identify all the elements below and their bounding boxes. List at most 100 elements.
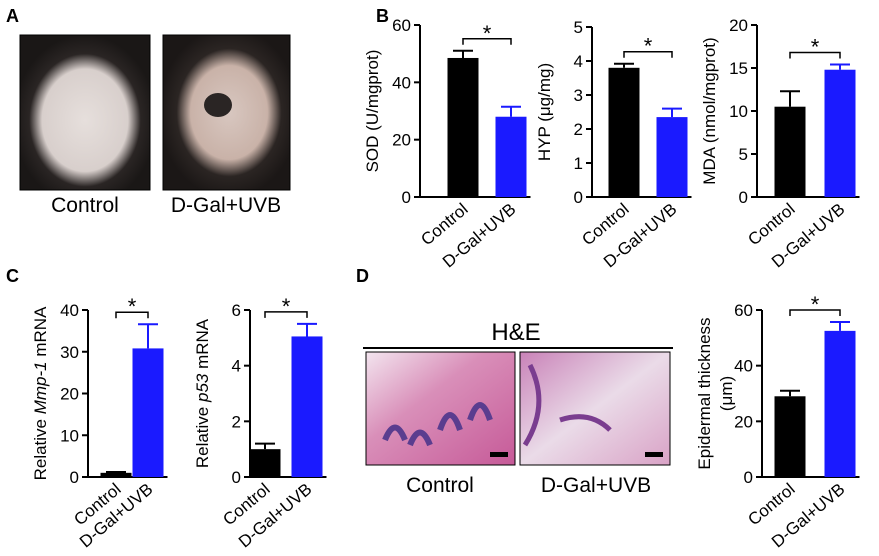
he-epidermis [522,363,612,447]
y-axis-label-part: Relative [31,414,50,480]
y-tick-label: 0 [574,188,583,207]
significance-bracket [789,309,841,316]
bar [132,348,164,477]
significance-bracket [462,38,512,45]
y-tick-label: 3 [574,86,583,105]
y-tick-label: 20 [734,412,753,431]
y-tick-label: 30 [60,343,79,362]
y-axis-label: Relative p53 mRNA [193,318,212,468]
he-caption: Control [406,474,474,497]
he-follicles [382,402,493,447]
y-axis-label-part: HYP (μg/mg) [535,63,554,161]
error-bar [662,107,682,118]
bar [824,330,856,477]
bar [495,116,527,197]
significance-mark: * [128,294,137,319]
significance-bracket [789,51,841,59]
bar [447,57,479,197]
y-tick-label: 20 [729,16,748,35]
he-dgal-uvb [519,351,671,466]
y-tick-label: 60 [392,16,411,35]
y-tick-label: 15 [729,59,748,78]
y-tick-label: 0 [744,468,753,487]
error-bar [830,320,850,331]
he-title: H&E [491,319,540,346]
y-tick-label: 20 [60,385,79,404]
y-tick-label: 40 [60,301,79,320]
panel-label: A [6,6,19,26]
bar [774,106,806,197]
error-bar [106,470,126,473]
y-tick-label: 60 [734,301,753,320]
significance-mark: * [811,35,820,60]
y-tick-label: 2 [574,120,583,139]
y-axis-label: Relative Mmp-1 mRNA [31,306,50,480]
y-axis-label-part: (μm) [717,376,736,411]
y-tick-label: 5 [574,18,583,37]
y-tick-label: 1 [574,154,583,173]
error-bar [255,442,275,450]
error-bar [453,49,473,58]
y-axis-label-part: Relative [193,402,212,468]
y-tick-label: 0 [739,188,748,207]
error-bar [501,105,521,117]
error-bar [297,322,317,337]
y-axis-label: (μm) [717,376,736,411]
y-axis-label: MDA (nmol/mgprot) [700,37,719,184]
y-tick-label: 40 [392,73,411,92]
y-tick-label: 0 [70,468,79,487]
bar [656,117,688,197]
y-tick-label: 5 [739,145,748,164]
significance-bracket [115,311,149,319]
panel-label: D [356,266,369,286]
y-axis-label-part: mRNA [193,318,212,373]
photo-caption: Control [51,194,119,217]
error-bar [614,62,634,68]
bar [824,69,856,197]
y-tick-label: 6 [232,301,241,320]
scale-bar [645,452,663,457]
significance-bracket [623,50,673,58]
significance-bracket [264,311,308,318]
y-tick-label: 0 [232,468,241,487]
he-caption: D-Gal+UVB [541,474,651,497]
bar [608,67,640,197]
y-axis-label: SOD (U/mgprot) [363,50,382,173]
photo-control [19,34,151,191]
error-bar [138,323,158,349]
significance-mark: * [811,292,820,317]
panel-label: B [376,6,389,26]
bar [249,449,281,477]
y-axis-label-part: SOD (U/mgprot) [363,50,382,173]
scale-bar [490,452,508,457]
bar [291,336,323,477]
he-control [365,351,516,466]
significance-mark: * [483,21,492,46]
y-tick-label: 0 [402,188,411,207]
bar [774,396,806,477]
significance-mark: * [282,294,291,319]
panel-label: C [6,266,19,286]
lesion [204,93,232,117]
error-bar [830,63,850,70]
y-tick-label: 10 [729,102,748,121]
y-axis-label-part: Mmp-1 [31,361,50,414]
y-tick-label: 40 [734,357,753,376]
y-tick-label: 4 [574,52,583,71]
error-bar [780,389,800,397]
bar [100,472,132,477]
y-axis-label-part: MDA (nmol/mgprot) [700,37,719,184]
significance-mark: * [644,34,653,59]
y-tick-label: 4 [232,357,241,376]
y-axis-label: Epidermal thickness [695,317,714,469]
y-axis-label-part: mRNA [31,306,50,361]
error-bar [780,90,800,107]
y-axis-label: HYP (μg/mg) [535,63,554,161]
y-axis-label-part: p53 [193,373,212,403]
y-tick-label: 2 [232,412,241,431]
y-tick-label: 10 [60,426,79,445]
y-tick-label: 20 [392,131,411,150]
y-axis-label-part: Epidermal thickness [695,317,714,469]
photo-caption: D-Gal+UVB [171,194,281,217]
